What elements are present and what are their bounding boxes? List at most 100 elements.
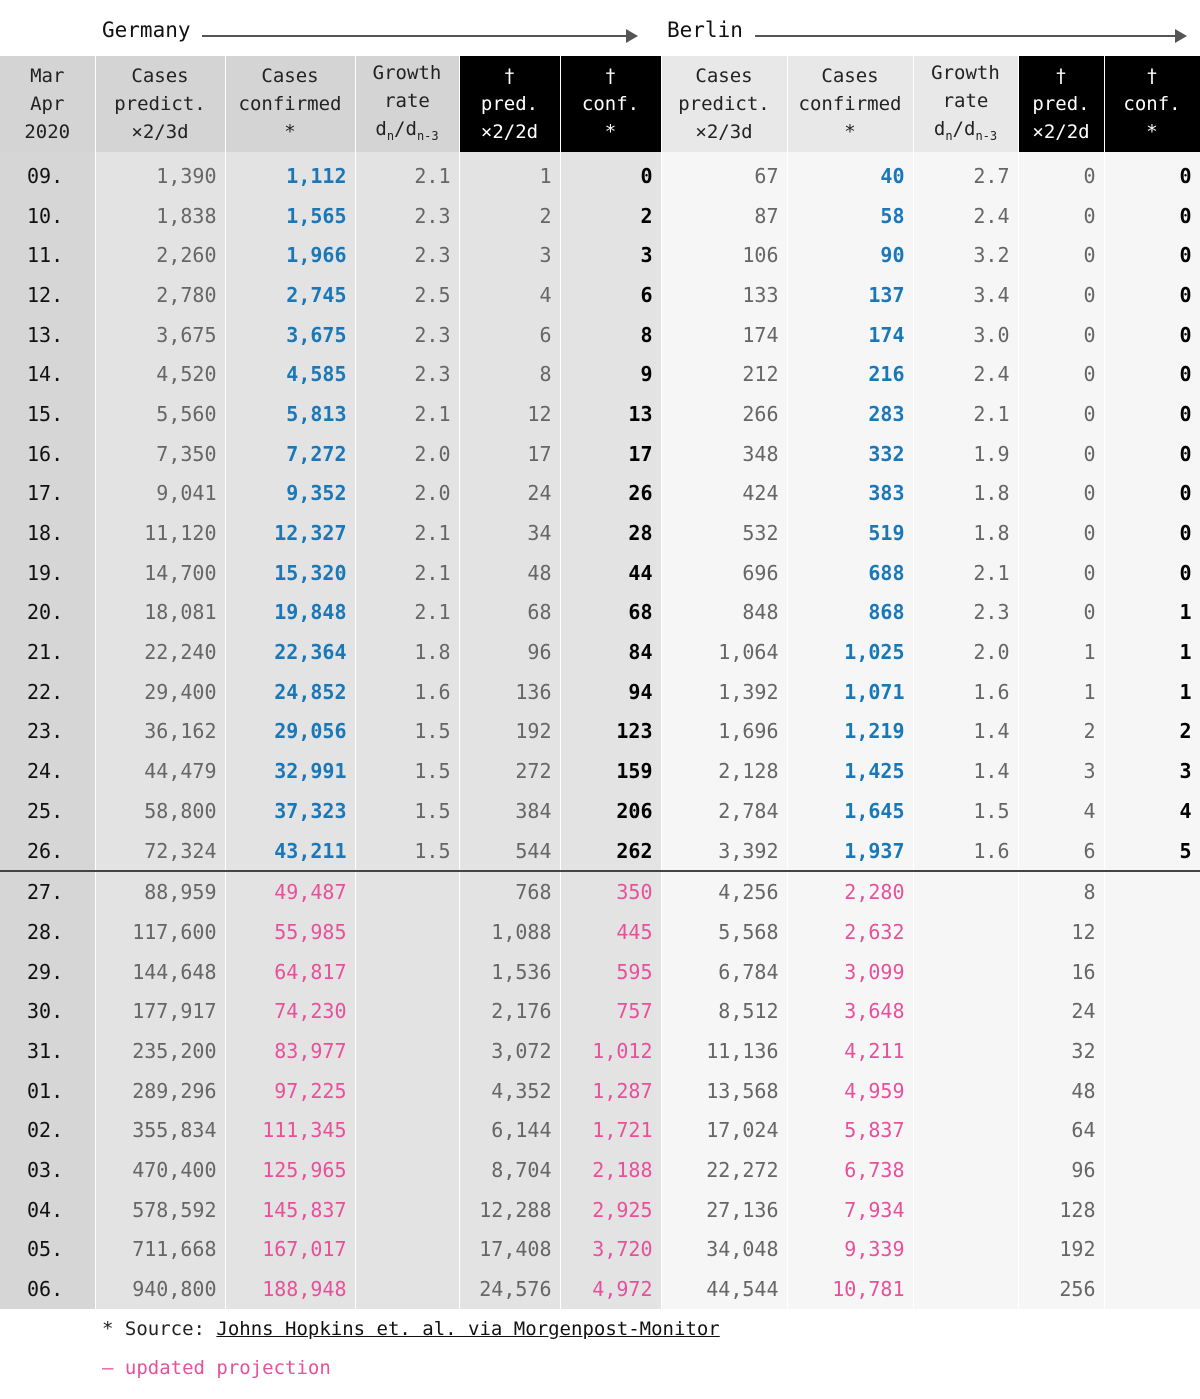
table-cell: 34 — [459, 513, 561, 553]
table-cell: 44,479 — [95, 751, 226, 791]
table-cell: 55,985 — [225, 912, 356, 952]
table-cell: 174 — [661, 314, 788, 355]
table-cell: 2.3 — [355, 314, 460, 355]
table-cell: 28 — [560, 513, 662, 553]
column-header-10: † conf. * — [1104, 56, 1200, 152]
table-cell: 424 — [661, 473, 788, 514]
table-cell: 4,256 — [661, 870, 788, 913]
table-cell: 0 — [1104, 275, 1200, 315]
source-link[interactable]: Johns Hopkins et. al. via Morgenpost-Mon… — [216, 1318, 720, 1340]
table-cell — [1104, 1031, 1200, 1071]
column-header-line: Cases — [131, 65, 189, 87]
table-cell: 04. — [0, 1189, 96, 1230]
table-cell — [913, 912, 1019, 952]
table-cell: 1,937 — [787, 830, 914, 872]
table-cell: 96 — [1018, 1150, 1105, 1190]
table-cell: 15,320 — [225, 552, 356, 593]
table-cell: 29,056 — [225, 711, 356, 752]
projection-legend: – updated projection — [102, 1357, 331, 1379]
table-cell: 2,780 — [95, 275, 226, 315]
table-cell: 22. — [0, 671, 96, 712]
table-cell: 0 — [1018, 513, 1105, 553]
column-header-line: rate — [942, 89, 989, 112]
table-cell: 0 — [560, 152, 662, 196]
column-header-4: † pred. ×2/2d — [459, 56, 561, 152]
table-cell — [1104, 951, 1200, 992]
table-cell — [355, 1110, 460, 1151]
column-header-line: Growth — [931, 61, 1000, 84]
table-cell: 848 — [661, 592, 788, 633]
header-row: Mar Apr 2020 Cases predict. ×2/3d Cases confirm… — [0, 56, 1200, 152]
table-cell: 48 — [459, 552, 561, 593]
table-cell: 289,296 — [95, 1070, 226, 1111]
column-header-line: Apr — [30, 93, 65, 115]
covid-table: Mar Apr 2020 Cases predict. ×2/3d Cases confirm… — [0, 56, 1200, 1309]
table-cell: 4 — [1018, 791, 1105, 831]
table-cell: 133 — [661, 275, 788, 315]
table-cell: 68 — [459, 592, 561, 633]
table-cell: 13,568 — [661, 1070, 788, 1111]
table-cell: 2.1 — [355, 513, 460, 553]
table-cell: 17,408 — [459, 1229, 561, 1270]
table-cell: 3 — [560, 235, 662, 276]
column-header-line: ×2/3d — [131, 121, 189, 143]
table-cell: 1.4 — [913, 751, 1019, 791]
table-cell: 12,327 — [225, 513, 356, 553]
table-cell: 0 — [1104, 513, 1200, 553]
table-cell: 24. — [0, 751, 96, 791]
table-cell: 0 — [1018, 235, 1105, 276]
table-cell: 16 — [1018, 951, 1105, 992]
table-cell: 22,272 — [661, 1150, 788, 1190]
table-cell: 0 — [1018, 592, 1105, 633]
table-cell: 6,144 — [459, 1110, 561, 1151]
table-cell: 696 — [661, 552, 788, 593]
table-cell: 17,024 — [661, 1110, 788, 1151]
table-cell: 1.8 — [355, 632, 460, 672]
table-cell: 94 — [560, 671, 662, 712]
table-cell: 29. — [0, 951, 96, 992]
table-row: 13. 3,675 3,675 2.3 6 8 174 174 3.0 0 0 — [0, 314, 1200, 355]
table-cell: 44,544 — [661, 1269, 788, 1309]
column-header-line: * — [284, 121, 296, 143]
table-cell: 348 — [661, 433, 788, 474]
table-cell: 6,738 — [787, 1150, 914, 1190]
table-cell: 68 — [560, 592, 662, 633]
table-cell: 0 — [1104, 235, 1200, 276]
table-cell: 44 — [560, 552, 662, 593]
table-cell: 1 — [1104, 671, 1200, 712]
table-cell: 64,817 — [225, 951, 356, 992]
table-cell: 12 — [1018, 912, 1105, 952]
table-cell: 18. — [0, 513, 96, 553]
column-header-line: ×2/2d — [1032, 121, 1090, 143]
table-cell: 97,225 — [225, 1070, 356, 1111]
table-cell: 3 — [459, 235, 561, 276]
column-header-line: confirmed — [798, 93, 902, 115]
table-cell: 1,219 — [787, 711, 914, 752]
column-header-7: Cases confirmed * — [787, 56, 914, 152]
table-cell: 84 — [560, 632, 662, 672]
column-header-2: Cases confirmed * — [225, 56, 356, 152]
table-cell: 24 — [459, 473, 561, 514]
table-row: 14. 4,520 4,585 2.3 8 9 212 216 2.4 0 0 — [0, 354, 1200, 395]
table-cell: 212 — [661, 354, 788, 395]
table-cell: 216 — [787, 354, 914, 395]
column-header-line: rate — [384, 89, 430, 112]
table-cell — [913, 1070, 1019, 1111]
table-cell: 20. — [0, 592, 96, 633]
table-cell — [355, 1189, 460, 1230]
table-cell: 1,838 — [95, 195, 226, 236]
table-cell: 13. — [0, 314, 96, 355]
table-cell: 30. — [0, 991, 96, 1032]
table-cell: 0 — [1104, 394, 1200, 434]
table-cell: 1.9 — [913, 433, 1019, 474]
table-cell: 1.5 — [913, 791, 1019, 831]
table-cell: 87 — [661, 195, 788, 236]
column-header-6: Cases predict. ×2/3d — [661, 56, 788, 152]
table-cell: 2.4 — [913, 195, 1019, 236]
table-cell — [1104, 870, 1200, 913]
table-cell: 7,350 — [95, 433, 226, 474]
table-row: 30. 177,917 74,230 2,176 757 8,512 3,648 24 — [0, 991, 1200, 1032]
table-cell — [1104, 991, 1200, 1032]
table-cell: 7,272 — [225, 433, 356, 474]
table-cell: 8,512 — [661, 991, 788, 1032]
